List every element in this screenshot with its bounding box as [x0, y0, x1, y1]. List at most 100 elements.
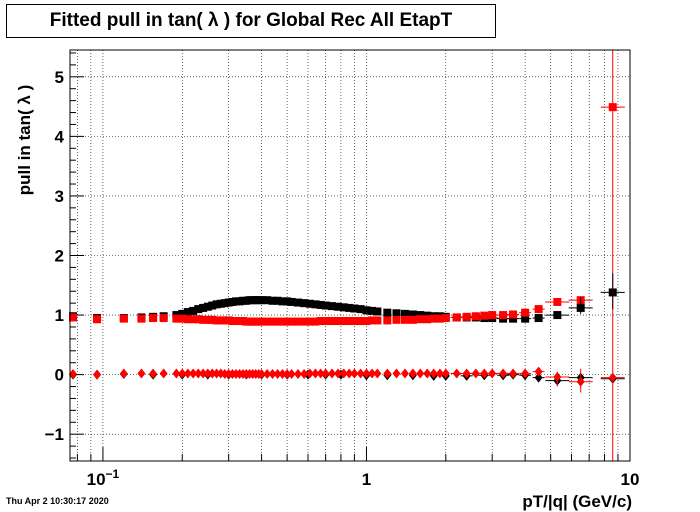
marker-square	[199, 303, 208, 312]
y-tick-label: −1	[45, 425, 64, 444]
marker-diamond	[119, 368, 128, 379]
marker-square	[392, 315, 401, 324]
marker-square	[278, 317, 287, 326]
marker-square	[383, 308, 392, 317]
grid-lines	[70, 50, 630, 461]
marker-diamond	[69, 369, 78, 380]
marker-square	[263, 317, 272, 326]
marker-square	[400, 315, 409, 324]
marker-diamond	[137, 368, 146, 379]
marker-square	[488, 311, 497, 320]
marker-square	[435, 314, 444, 323]
marker-diamond	[203, 368, 212, 379]
marker-diamond	[321, 368, 330, 379]
marker-square	[137, 314, 146, 323]
marker-square	[392, 309, 401, 318]
marker-square	[416, 311, 425, 320]
marker-square	[172, 314, 181, 323]
marker-diamond	[305, 368, 314, 379]
marker-square	[534, 314, 543, 323]
timestamp: Thu Apr 2 10:30:17 2020	[6, 496, 109, 506]
marker-diamond	[452, 368, 461, 379]
marker-diamond	[257, 369, 266, 380]
y-axis-label-box: pull in tan( λ )	[6, 85, 44, 196]
marker-square	[203, 302, 212, 311]
marker-square	[429, 314, 438, 323]
marker-square	[534, 305, 543, 314]
marker-square	[300, 299, 309, 308]
marker-square	[189, 306, 198, 315]
marker-square	[119, 314, 128, 323]
marker-square	[328, 317, 337, 326]
marker-square	[334, 302, 343, 311]
marker-square	[216, 316, 225, 325]
marker-square	[268, 317, 277, 326]
marker-square	[305, 317, 314, 326]
marker-square	[350, 304, 359, 313]
marker-square	[509, 310, 518, 319]
marker-square	[521, 314, 530, 323]
marker-square	[212, 300, 221, 309]
y-tick-label: 0	[55, 366, 64, 385]
marker-square	[257, 296, 266, 305]
marker-square	[416, 315, 425, 324]
marker-square	[208, 315, 217, 324]
marker-diamond	[159, 368, 168, 379]
marker-diamond	[408, 368, 417, 379]
marker-square	[408, 315, 417, 324]
marker-square	[216, 299, 225, 308]
marker-square	[311, 317, 320, 326]
marker-square	[283, 297, 292, 306]
marker-diamond	[441, 368, 450, 379]
tick-labels: −1 0 1 2 3 4 5 10−1 1 10	[45, 68, 640, 489]
marker-diamond	[356, 368, 365, 379]
marker-diamond	[462, 368, 471, 379]
marker-square	[178, 314, 187, 323]
marker-diamond	[368, 368, 377, 379]
marker-diamond	[93, 369, 102, 380]
marker-diamond	[373, 368, 382, 379]
marker-square	[471, 312, 480, 321]
data-markers	[69, 50, 625, 461]
marker-diamond	[480, 368, 489, 379]
marker-square	[553, 311, 562, 320]
marker-square	[321, 301, 330, 310]
marker-square	[183, 315, 192, 324]
marker-diamond	[283, 369, 292, 380]
marker-square	[383, 316, 392, 325]
marker-square	[452, 313, 461, 322]
marker-square	[93, 315, 102, 324]
marker-diamond	[311, 368, 320, 379]
marker-diamond	[287, 369, 296, 380]
marker-square	[194, 315, 203, 324]
marker-diamond	[334, 368, 343, 379]
marker-square	[400, 309, 409, 318]
marker-square	[356, 317, 365, 326]
x-tick-label: 10−1	[87, 467, 120, 489]
marker-square	[178, 309, 187, 318]
marker-diamond	[435, 368, 444, 379]
marker-diamond	[300, 369, 309, 380]
marker-diamond	[423, 368, 432, 379]
marker-square	[321, 317, 330, 326]
marker-diamond	[534, 366, 543, 377]
marker-square	[300, 317, 309, 326]
marker-diamond	[534, 372, 543, 383]
marker-diamond	[294, 369, 303, 380]
marker-square	[189, 315, 198, 324]
marker-square	[509, 314, 518, 323]
x-tick-label: 1	[362, 470, 371, 489]
marker-square	[199, 315, 208, 324]
marker-square	[499, 311, 508, 320]
marker-square	[441, 314, 450, 323]
marker-square	[294, 317, 303, 326]
marker-diamond	[189, 368, 198, 379]
marker-square	[328, 302, 337, 311]
marker-square	[362, 317, 371, 326]
marker-square	[339, 303, 348, 312]
marker-square	[287, 317, 296, 326]
marker-diamond	[339, 368, 348, 379]
marker-square	[480, 311, 489, 320]
marker-square	[423, 315, 432, 324]
